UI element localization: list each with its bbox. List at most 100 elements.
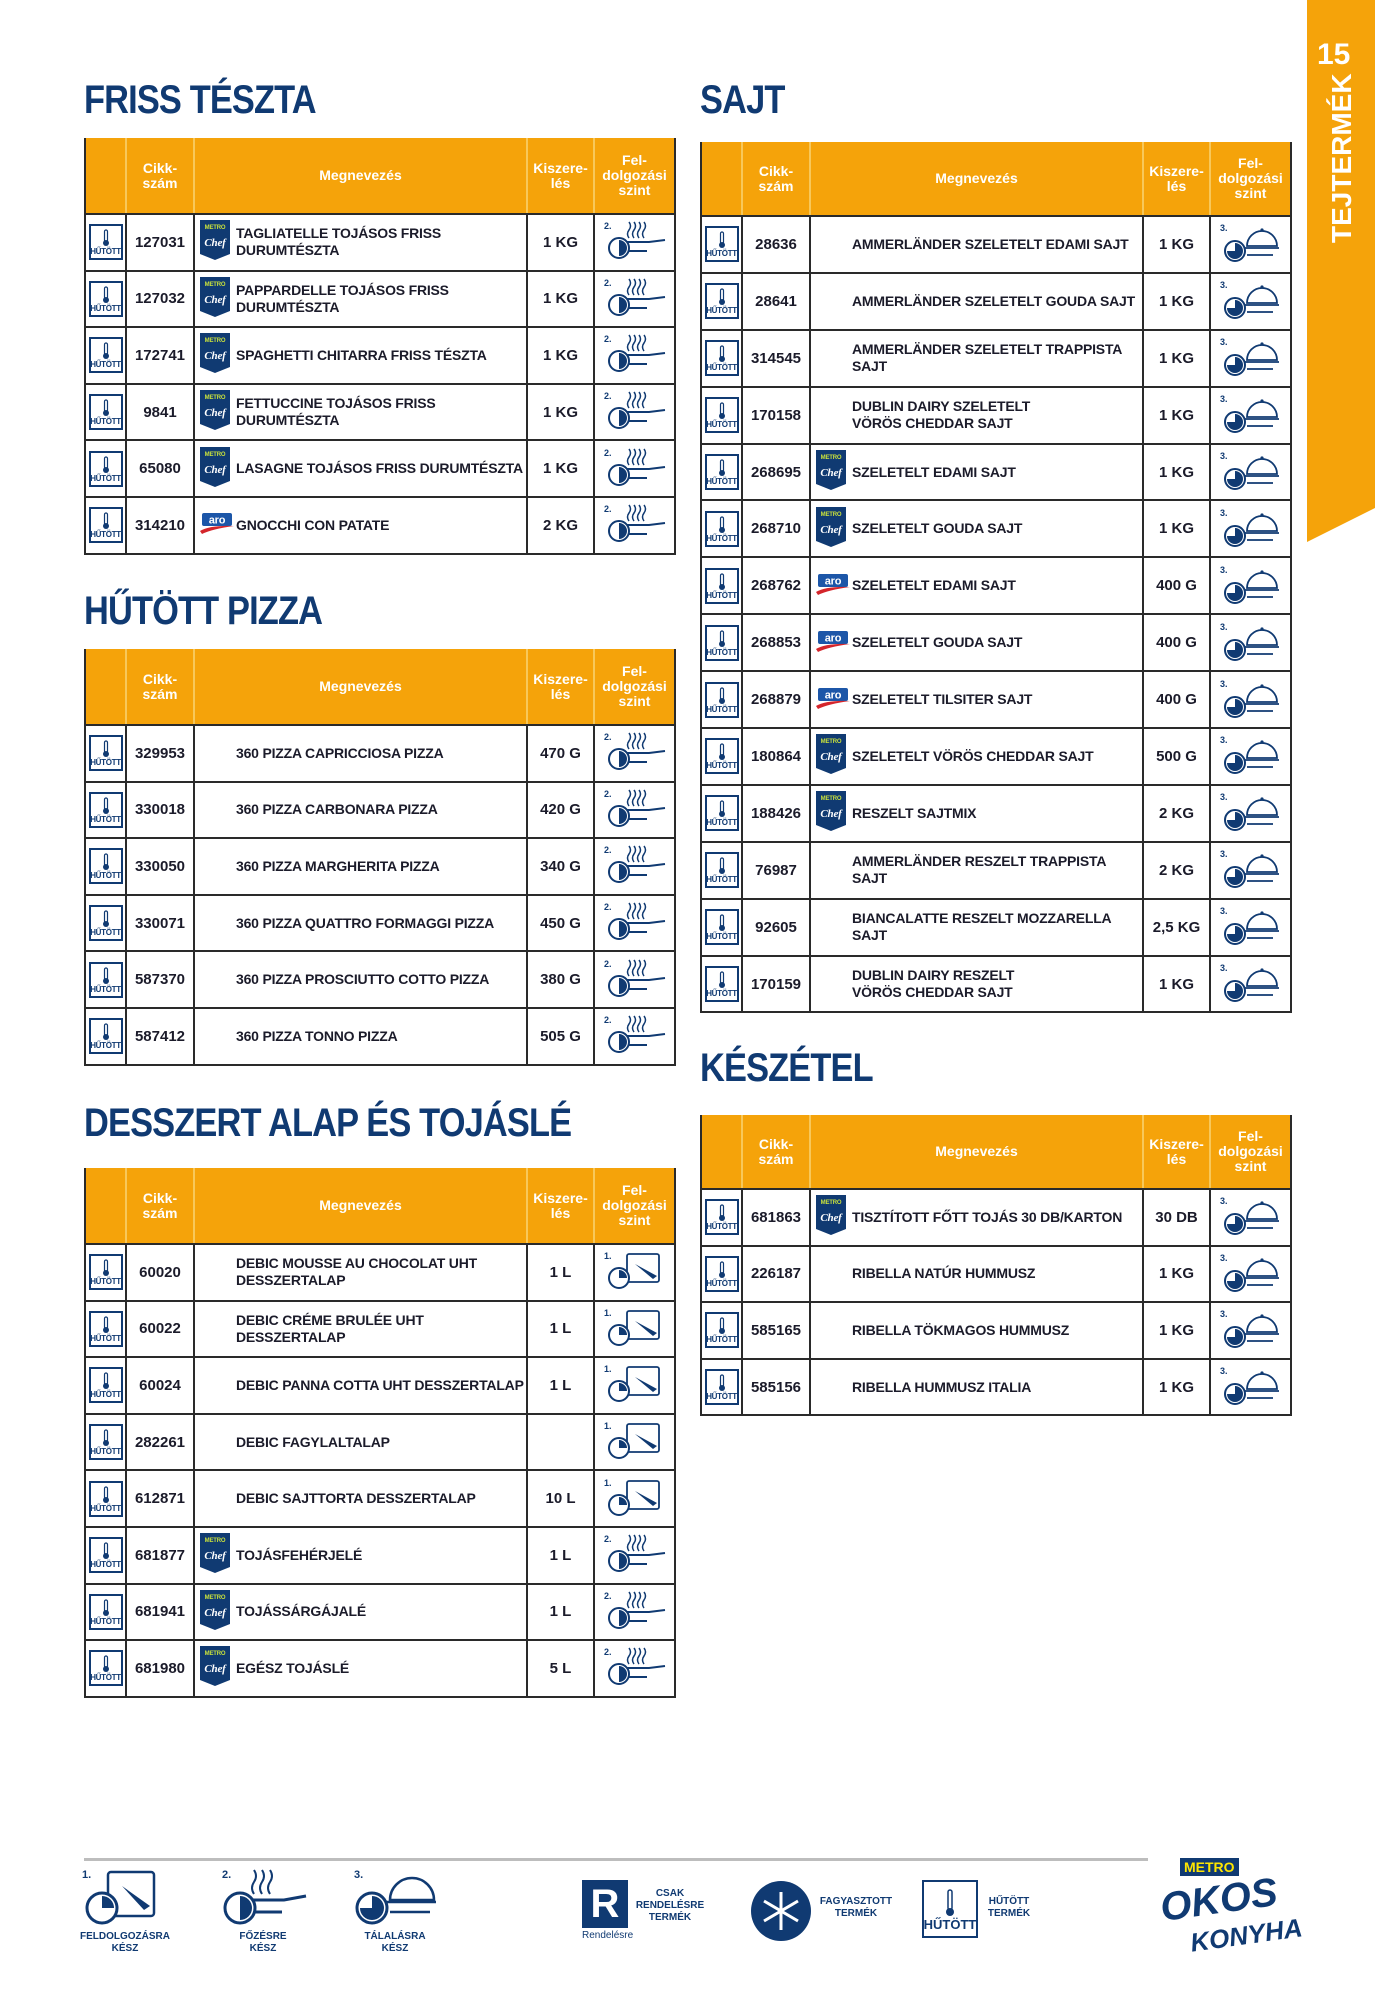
chilled-icon-label: HŰTÖTT	[706, 1335, 737, 1345]
chilled-icon: HŰTÖTT	[704, 1199, 739, 1236]
chilled-icon-label: HŰTÖTT	[706, 761, 737, 771]
section-title-friss-teszta: FRISS TÉSZTA	[84, 78, 317, 122]
table-hutott-pizza: Cikk- szám Megnevezés Kiszere- lés Fel- dol…	[84, 649, 676, 1066]
chilled-icon: HŰTÖTT	[704, 1369, 739, 1406]
metro-chef-logo: METRO Chef	[200, 333, 230, 377]
item-name-cell: METRO Chef RESZELT SAJTMIX	[811, 785, 1144, 841]
item-code: 92605	[743, 899, 811, 955]
processing-level: 3.	[1211, 1303, 1290, 1358]
metro-chef-logo: METRO Chef	[816, 734, 846, 778]
svg-text:2.: 2.	[604, 1534, 612, 1544]
processing-level: 3.	[1211, 445, 1290, 500]
chilled-icon-label: HŰTÖTT	[90, 1616, 121, 1626]
chilled-icon-label: HŰTÖTT	[90, 530, 121, 540]
processing-level: 3.	[1211, 1360, 1290, 1415]
chilled-icon-label: HŰTÖTT	[90, 758, 121, 768]
chilled-icon: HŰTÖTT	[704, 1255, 739, 1292]
item-code: 612871	[127, 1471, 195, 1526]
chilled-cell: HŰTÖTT	[702, 444, 743, 500]
item-name: DEBIC FAGYLALTALAP	[236, 1433, 390, 1450]
chilled-icon: HŰTÖTT	[704, 1312, 739, 1349]
item-name-cell: METRO Chef TOJÁSSÁRGÁJALÉ	[195, 1584, 528, 1640]
metro-chef-logo: METRO Chef	[816, 791, 846, 835]
item-size: 505 G	[528, 1008, 595, 1064]
table-row: HŰTÖTT 681941 METRO Chef TOJÁSSÁRGÁJALÉ 1 L 2.	[86, 1582, 674, 1640]
item-name-cell: DUBLIN DAIRY SZELETELT VÖRÖS CHEDDAR SAJ…	[811, 387, 1144, 443]
item-name-cell: aro SZELETELT GOUDA SAJT	[811, 615, 1144, 671]
chilled-cell: HŰTÖTT	[86, 952, 127, 1007]
legend-level1-label: FELDOLGOZÁSRA KÉSZ	[80, 1931, 170, 1954]
svg-text:2.: 2.	[604, 448, 612, 458]
level-3-icon: 3.	[1219, 621, 1283, 665]
table-header: Cikk- szám Megnevezés Kiszere- lés Fel- dol…	[86, 649, 674, 724]
item-code: 172741	[127, 328, 195, 383]
chilled-cell: HŰTÖTT	[86, 384, 127, 440]
chilled-cell: HŰTÖTT	[86, 782, 127, 838]
svg-text:3.: 3.	[1220, 280, 1228, 290]
level-3-icon: 3.	[1219, 279, 1283, 323]
legend-level2: 2. FŐZÉSRE KÉSZ	[218, 1866, 308, 1955]
table-row: HŰTÖTT 681877 METRO Chef TOJÁSFEHÉRJELÉ 1 L 2.	[86, 1525, 674, 1583]
chilled-icon-label: HŰTÖTT	[90, 303, 121, 313]
svg-text:1.: 1.	[604, 1251, 612, 1261]
column-header: Kiszere- lés	[1144, 142, 1211, 215]
chilled-icon: HŰTÖTT	[704, 567, 739, 604]
item-size: 1 KG	[1144, 387, 1211, 443]
level-2-icon: 2.	[603, 390, 667, 434]
chilled-icon-label: HŰTÖTT	[706, 1278, 737, 1288]
item-name: RIBELLA NATÚR HUMMUSZ	[852, 1265, 1036, 1282]
section-side-tab: 15 TEJTERMÉK	[1307, 0, 1375, 542]
item-code: 681863	[743, 1190, 811, 1245]
processing-level: 2.	[595, 272, 674, 327]
svg-text:Chef: Chef	[204, 1607, 227, 1619]
svg-text:3.: 3.	[1220, 1196, 1228, 1206]
chilled-icon: HŰTÖTT	[88, 1593, 123, 1630]
item-name-cell: METRO Chef TOJÁSFEHÉRJELÉ	[195, 1527, 528, 1583]
svg-text:3.: 3.	[1220, 508, 1228, 518]
item-size: 1 KG	[528, 215, 595, 270]
item-name: AMMERLÄNDER SZELETELT EDAMI SAJT	[852, 235, 1129, 252]
item-size: 1 KG	[528, 441, 595, 496]
item-code: 681877	[127, 1527, 195, 1583]
chilled-icon-label: HŰTÖTT	[90, 1560, 121, 1570]
processing-level: 2.	[595, 726, 674, 781]
table-row: HŰTÖTT 330018 360 PIZZA CARBONARA PIZZA 420…	[86, 780, 674, 838]
item-size: 1 L	[528, 1584, 595, 1640]
item-name-cell: RIBELLA NATÚR HUMMUSZ	[811, 1246, 1144, 1302]
column-header	[86, 649, 127, 724]
chilled-icon: HŰTÖTT	[704, 454, 739, 490]
svg-text:METRO: METRO	[205, 1538, 226, 1544]
table-row: HŰTÖTT 180864 METRO Chef SZELETELT VÖRÖS CHE…	[702, 727, 1290, 784]
processing-level: 2.	[595, 1528, 674, 1583]
chilled-cell: HŰTÖTT	[702, 615, 743, 671]
section-title-keszetel: KÉSZÉTEL	[700, 1046, 874, 1090]
chilled-icon: HŰTÖTT	[704, 624, 739, 661]
level-2-icon: 2.	[603, 220, 667, 264]
column-header: Kiszere- lés	[1144, 1115, 1211, 1188]
chilled-cell: HŰTÖTT	[86, 1641, 127, 1696]
svg-text:3.: 3.	[1220, 337, 1228, 347]
item-size: 340 G	[528, 839, 595, 894]
item-code: 587412	[127, 1008, 195, 1064]
level-3-icon: 3.	[1219, 564, 1283, 608]
chilled-cell: HŰTÖTT	[702, 956, 743, 1012]
metro-chef-logo: METRO Chef	[200, 220, 230, 264]
chilled-cell: HŰTÖTT	[86, 895, 127, 951]
table-row: HŰTÖTT 681980 METRO Chef EGÉSZ TOJÁSLÉ 5 L 2.	[86, 1639, 674, 1696]
svg-text:Chef: Chef	[820, 808, 843, 820]
chilled-icon: HŰTÖTT	[704, 397, 739, 434]
item-name-cell: DEBIC MOUSSE AU CHOCOLAT UHT DESSZERTALA…	[195, 1245, 528, 1300]
chilled-icon: HŰTÖTT	[88, 450, 123, 487]
svg-text:Chef: Chef	[204, 407, 227, 419]
item-name-cell: DEBIC PANNA COTTA UHT DESSZERTALAP	[195, 1358, 528, 1413]
level-1-icon: 1.	[603, 1363, 667, 1407]
processing-level: 2.	[595, 783, 674, 838]
svg-text:1.: 1.	[604, 1364, 612, 1374]
svg-text:1.: 1.	[604, 1478, 612, 1488]
chilled-cell: HŰTÖTT	[86, 328, 127, 383]
chilled-icon: HŰTÖTT	[88, 1310, 123, 1347]
level-3-icon: 3.	[1219, 336, 1283, 380]
processing-level: 3.	[1211, 501, 1290, 556]
item-size: 1 KG	[528, 328, 595, 383]
svg-text:2.: 2.	[222, 1869, 231, 1881]
